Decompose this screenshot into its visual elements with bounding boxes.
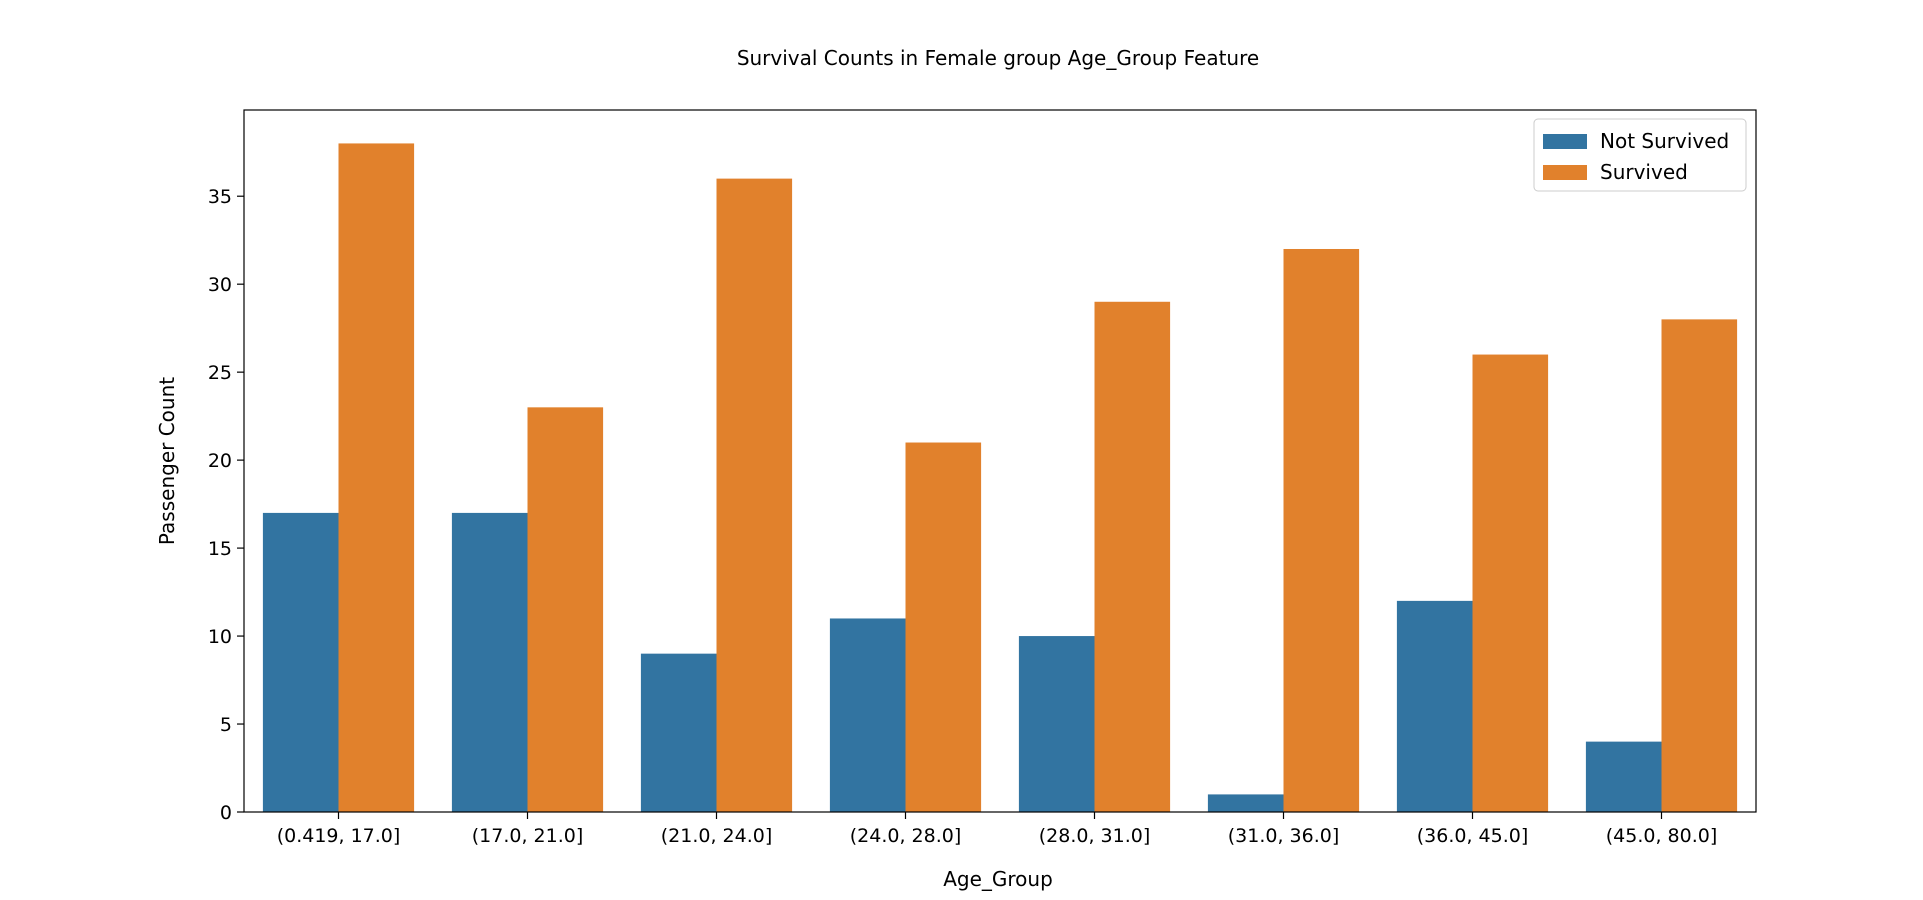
x-tick-label: (45.0, 80.0] (1606, 825, 1718, 847)
bar-not-survived-7 (1585, 741, 1662, 812)
y-tick-label: 0 (220, 802, 232, 824)
x-tick-label: (36.0, 45.0] (1417, 825, 1529, 847)
x-tick-label: (28.0, 31.0] (1039, 825, 1151, 847)
x-axis-label: Age_Group (943, 867, 1053, 891)
bar-survived-3 (905, 442, 982, 812)
bar-not-survived-1 (451, 512, 528, 812)
y-tick-label: 35 (208, 186, 232, 208)
x-tick-label: (17.0, 21.0] (472, 825, 584, 847)
plot-frame (243, 109, 1757, 813)
bar-not-survived-6 (1396, 600, 1473, 812)
bar-survived-0 (338, 143, 415, 812)
bar-survived-1 (527, 407, 604, 812)
y-tick-label: 25 (208, 362, 232, 384)
y-axis: 0 5 10 15 20 25 30 35 (208, 186, 244, 824)
legend-label: Not Survived (1600, 129, 1729, 153)
y-tick-label: 15 (208, 538, 232, 560)
legend: Not Survived Survived (1533, 118, 1747, 192)
x-tick-label: (0.419, 17.0] (277, 825, 401, 847)
bar-survived-6 (1472, 354, 1549, 812)
bar-not-survived-0 (262, 512, 339, 812)
x-axis: (0.419, 17.0] (17.0, 21.0] (21.0, 24.0] (24… (277, 812, 1718, 847)
bar-survived-7 (1661, 319, 1738, 812)
legend-label: Survived (1600, 160, 1688, 184)
legend-swatch-not-survived (1543, 134, 1587, 149)
bar-not-survived-4 (1018, 636, 1095, 812)
bars-group (262, 143, 1738, 812)
bar-survived-5 (1283, 248, 1360, 812)
x-tick-label: (31.0, 36.0] (1228, 825, 1340, 847)
bar-survived-2 (716, 178, 793, 812)
y-tick-label: 20 (208, 450, 232, 472)
bar-not-survived-3 (829, 618, 906, 812)
legend-swatch-survived (1543, 165, 1587, 180)
bar-not-survived-2 (640, 653, 717, 812)
bar-survived-4 (1094, 301, 1171, 812)
x-tick-label: (24.0, 28.0] (850, 825, 962, 847)
y-tick-label: 5 (220, 714, 232, 736)
y-tick-label: 30 (208, 274, 232, 296)
x-tick-label: (21.0, 24.0] (661, 825, 773, 847)
y-axis-label: Passenger Count (155, 377, 179, 545)
chart-title: Survival Counts in Female group Age_Grou… (737, 46, 1259, 70)
bar-not-survived-5 (1207, 794, 1284, 812)
y-tick-label: 10 (208, 626, 232, 648)
